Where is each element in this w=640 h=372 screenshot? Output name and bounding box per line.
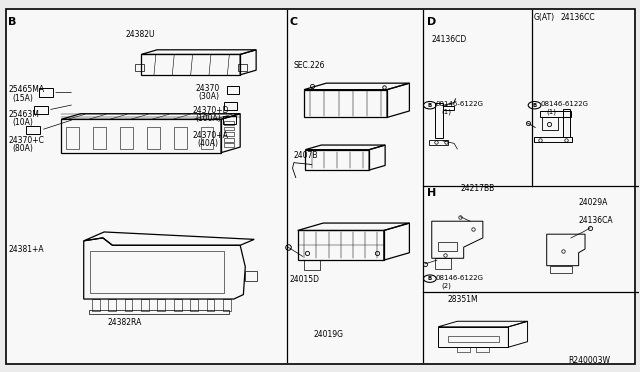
Bar (108, 299, 116, 311)
Bar (435, 103, 443, 138)
Text: 24136CA: 24136CA (579, 216, 613, 225)
Text: 08146-6122G: 08146-6122G (436, 102, 484, 108)
Bar (224, 138, 234, 141)
Text: (1): (1) (546, 109, 556, 115)
Bar (438, 241, 458, 251)
Bar (448, 336, 499, 341)
Text: 24382U: 24382U (125, 29, 155, 39)
Bar (147, 127, 160, 149)
Bar (458, 347, 470, 352)
Bar (476, 347, 489, 352)
Bar (224, 127, 234, 131)
Text: 25465MA: 25465MA (8, 85, 45, 94)
Text: (2): (2) (442, 282, 451, 289)
Text: 08146-6122G: 08146-6122G (540, 102, 588, 108)
Text: 24382RA: 24382RA (108, 318, 142, 327)
Text: G(AT): G(AT) (534, 13, 555, 22)
Text: R240003W: R240003W (568, 356, 610, 365)
Text: 25463M: 25463M (8, 110, 39, 119)
Text: 24217BB: 24217BB (461, 184, 495, 193)
Text: (10A): (10A) (12, 118, 33, 127)
Bar (540, 111, 571, 118)
Text: 28351M: 28351M (448, 295, 478, 304)
Text: 24370+A: 24370+A (192, 131, 228, 140)
Text: B: B (428, 103, 432, 108)
Text: H: H (427, 188, 436, 198)
Text: B: B (532, 103, 537, 108)
Text: B: B (8, 17, 17, 28)
Bar (435, 258, 451, 269)
Bar (92, 299, 100, 311)
Bar (438, 327, 508, 347)
Bar (67, 127, 79, 149)
Bar (141, 299, 148, 311)
Text: (100A): (100A) (195, 114, 221, 123)
Text: C: C (290, 17, 298, 28)
Text: 24019G: 24019G (314, 330, 344, 340)
Bar (227, 86, 239, 94)
Bar (541, 118, 557, 131)
Bar (157, 299, 165, 311)
Bar (429, 140, 448, 145)
Bar (237, 64, 246, 71)
Text: 24029A: 24029A (579, 198, 608, 207)
Bar (443, 106, 454, 110)
Text: (80A): (80A) (12, 144, 33, 153)
Bar (223, 116, 236, 125)
Bar (224, 132, 234, 136)
Bar (534, 137, 572, 141)
Bar (224, 102, 237, 110)
Bar (135, 64, 144, 71)
Text: 24136CC: 24136CC (561, 13, 595, 22)
Bar (174, 299, 182, 311)
Text: SEC.226: SEC.226 (293, 61, 324, 70)
Bar (245, 271, 257, 280)
Bar (89, 310, 228, 314)
Bar (120, 127, 133, 149)
Bar (224, 143, 234, 147)
Text: (30A): (30A) (198, 92, 220, 101)
Text: (1): (1) (442, 109, 451, 115)
Bar (200, 127, 213, 149)
Bar (39, 88, 53, 97)
Bar (563, 109, 570, 137)
Text: B: B (428, 276, 432, 281)
Text: 08146-6122G: 08146-6122G (436, 275, 484, 281)
Bar (90, 251, 224, 294)
Bar (93, 127, 106, 149)
Text: 24381+A: 24381+A (8, 244, 44, 253)
Text: 24370+D: 24370+D (192, 106, 228, 115)
Bar (224, 121, 234, 125)
Bar (34, 106, 48, 114)
Bar (190, 299, 198, 311)
Text: 2407B: 2407B (293, 151, 317, 160)
Text: 24015D: 24015D (290, 275, 320, 283)
Bar (207, 299, 214, 311)
Bar (26, 126, 40, 134)
Bar (223, 299, 230, 311)
Text: (15A): (15A) (12, 94, 33, 103)
Text: D: D (427, 17, 436, 28)
Bar (550, 266, 572, 273)
Text: 24370: 24370 (195, 84, 220, 93)
Text: (40A): (40A) (197, 139, 218, 148)
Text: 24370+C: 24370+C (8, 136, 44, 145)
Bar (304, 260, 320, 270)
Bar (125, 299, 132, 311)
Text: 24136CD: 24136CD (432, 35, 467, 44)
Bar (173, 127, 186, 149)
